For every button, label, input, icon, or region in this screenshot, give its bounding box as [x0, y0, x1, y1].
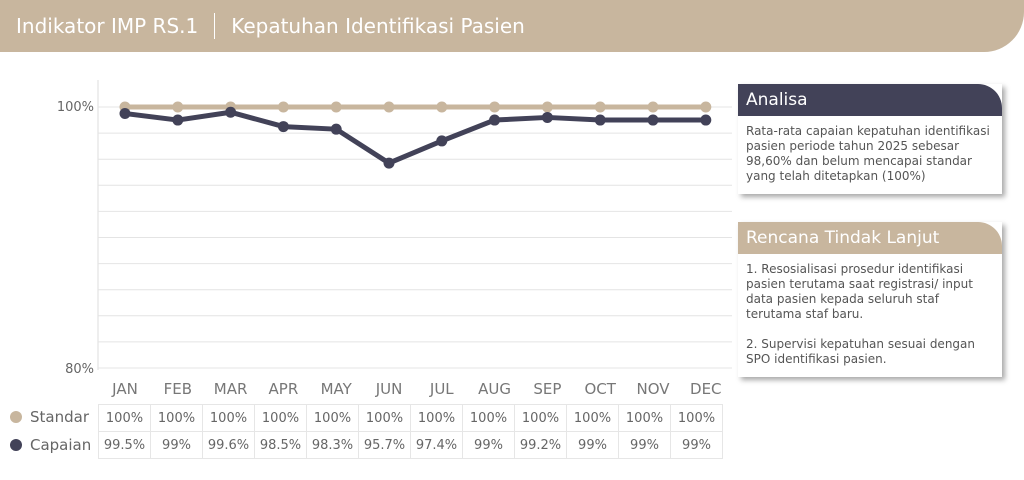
table-row: 100% 100% 100% 100% 100% 100% 100% 100% 100% 100%… [98, 404, 723, 432]
table-cell: 100% [358, 404, 411, 432]
data-point-standar [277, 101, 289, 113]
divider [214, 13, 216, 39]
y-tick-label: 80% [65, 362, 94, 377]
table-cell: 100% [202, 404, 255, 432]
data-point-capaian [225, 106, 237, 118]
x-tick-label: MAY [321, 380, 353, 398]
table-cell: 100% [462, 404, 515, 432]
data-point-capaian [330, 123, 342, 135]
table-cell: 99% [462, 431, 515, 459]
analisa-text: Rata-rata capaian kepatuhan identifikasi… [746, 124, 990, 183]
line-chart: 100% 80% JAN FEB MAR APR MAY JUN JUL AUG SEP OCT N… [57, 80, 732, 398]
data-point-capaian [277, 121, 289, 133]
x-tick-label: DEC [690, 380, 722, 398]
x-tick-label: AUG [478, 380, 511, 398]
table-cell: 100% [150, 404, 203, 432]
data-point-capaian [172, 114, 184, 126]
x-tick-label: SEP [533, 380, 561, 398]
x-tick-label: JUL [429, 380, 454, 398]
legend-label: Capaian [30, 436, 92, 454]
legend-dot [10, 411, 22, 423]
data-point-standar [330, 101, 342, 113]
x-tick-label: APR [269, 380, 299, 398]
data-table: 100% 100% 100% 100% 100% 100% 100% 100% 100% 100%… [98, 404, 723, 459]
data-point-capaian [594, 114, 606, 126]
data-point-capaian [119, 108, 131, 120]
data-point-standar [172, 101, 184, 113]
data-point-standar [700, 101, 712, 113]
header: Indikator IMP RS.1 Kepatuhan Identifikas… [0, 0, 1024, 52]
data-point-standar [541, 101, 553, 113]
data-point-standar [436, 101, 448, 113]
data-point-capaian [489, 114, 501, 126]
analisa-card: Analisa Rata-rata capaian kepatuhan iden… [738, 84, 1002, 194]
indicator-label: Indikator IMP RS.1 [16, 14, 199, 38]
table-cell: 99% [150, 431, 203, 459]
series-line-capaian [124, 109, 706, 166]
table-cell: 99.6% [202, 431, 255, 459]
x-tick-label: JUN [375, 380, 403, 398]
table-cell: 100% [254, 404, 307, 432]
data-point-capaian [436, 135, 448, 147]
page-title: Kepatuhan Identifikasi Pasien [231, 14, 525, 38]
analisa-title: Analisa [738, 84, 1002, 116]
table-cell: 99.2% [514, 431, 567, 459]
rtl-text: 1. Resosialisasi prosedur identifikasi p… [746, 262, 975, 366]
x-tick-label: OCT [584, 380, 616, 398]
x-tick-label: NOV [636, 380, 670, 398]
data-point-standar [383, 101, 395, 113]
table-cell: 99% [670, 431, 723, 459]
table-cell: 100% [566, 404, 619, 432]
x-tick-label: JAN [111, 380, 138, 398]
table-row: 99.5% 99% 99.6% 98.5% 98.3% 95.7% 97.4% 99% 99.2… [98, 431, 723, 459]
table-cell: 98.5% [254, 431, 307, 459]
rtl-card: Rencana Tindak Lanjut 1. Resosialisasi p… [738, 222, 1002, 377]
x-tick-label: FEB [164, 380, 192, 398]
data-point-capaian [647, 114, 659, 126]
data-point-capaian [383, 157, 395, 169]
legend-label: Standar [30, 408, 89, 426]
legend-capaian: Capaian [10, 436, 91, 454]
y-tick-label: 100% [57, 100, 94, 115]
table-cell: 100% [306, 404, 359, 432]
table-cell: 99% [618, 431, 671, 459]
table-cell: 97.4% [410, 431, 463, 459]
data-point-standar [647, 101, 659, 113]
data-point-capaian [541, 111, 553, 123]
data-point-capaian [700, 114, 712, 126]
rtl-title: Rencana Tindak Lanjut [738, 222, 1002, 254]
table-cell: 100% [410, 404, 463, 432]
legend-standar: Standar [10, 408, 89, 426]
table-cell: 95.7% [358, 431, 411, 459]
data-point-standar [594, 101, 606, 113]
table-cell: 100% [514, 404, 567, 432]
table-cell: 100% [618, 404, 671, 432]
table-cell: 100% [670, 404, 723, 432]
data-point-standar [489, 101, 501, 113]
table-cell: 99.5% [98, 431, 151, 459]
table-cell: 99% [566, 431, 619, 459]
x-tick-label: MAR [214, 380, 248, 398]
table-cell: 100% [98, 404, 151, 432]
legend-dot [10, 439, 22, 451]
table-cell: 98.3% [306, 431, 359, 459]
